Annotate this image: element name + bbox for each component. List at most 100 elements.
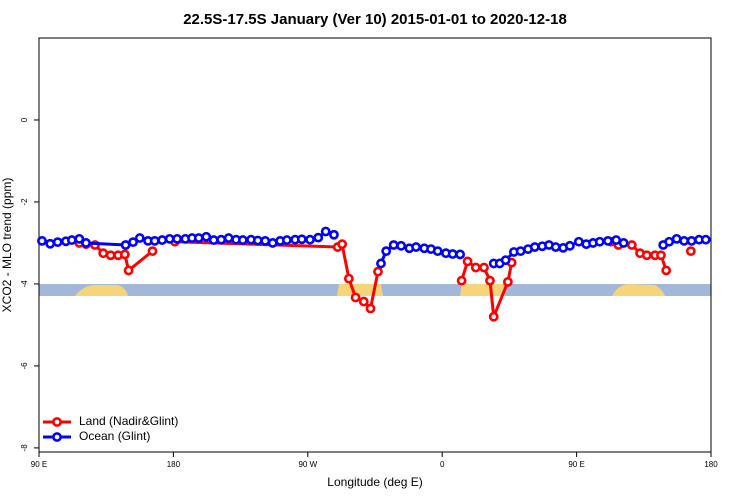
data-point: [252, 235, 263, 246]
data-point: [376, 258, 386, 269]
data-point: [679, 236, 690, 246]
data-point: [381, 246, 392, 257]
data-point: [119, 249, 130, 260]
data-point: [98, 248, 109, 259]
data-point: [193, 233, 204, 243]
data-point: [618, 238, 629, 248]
data-point: [603, 236, 613, 246]
data-point: [320, 226, 331, 237]
legend-marker: [52, 417, 62, 427]
data-point: [305, 234, 315, 245]
data-point: [626, 240, 637, 250]
data-point: [470, 262, 481, 273]
data-point: [573, 236, 584, 247]
data-point: [120, 240, 131, 250]
chart-title: 22.5S-17.5S January (Ver 10) 2015-01-01 …: [183, 11, 567, 28]
x-tick-label: 180: [167, 460, 181, 469]
data-point: [432, 246, 443, 257]
data-point: [500, 255, 511, 266]
data-point: [313, 232, 324, 243]
data-point: [456, 275, 467, 286]
plot-frame: [38, 37, 712, 453]
y-tick-label: -4: [20, 280, 29, 288]
x-tick-label: 90 E: [31, 460, 47, 469]
data-point: [66, 235, 77, 245]
land-patch: [337, 284, 383, 296]
x-tick-label: 90 W: [298, 460, 317, 469]
data-point: [37, 236, 47, 246]
data-point: [329, 229, 339, 240]
data-point: [641, 250, 652, 261]
data-point: [223, 233, 234, 243]
data-point: [664, 236, 675, 247]
land-patch: [612, 284, 665, 296]
data-point: [656, 250, 666, 261]
data-point: [373, 266, 383, 277]
data-point: [485, 275, 495, 286]
data-point: [455, 249, 466, 260]
data-point: [281, 235, 292, 245]
data-point: [267, 238, 278, 248]
data-point: [164, 233, 175, 244]
data-point: [74, 233, 85, 244]
legend-label: Land (Nadir&Glint): [79, 414, 178, 428]
data-point: [611, 235, 622, 245]
data-point: [128, 237, 138, 248]
data-point: [462, 256, 473, 267]
data-point: [105, 250, 116, 261]
data-point: [550, 242, 561, 252]
data-point: [237, 235, 248, 245]
y-axis-label: XCO2 - MLO trend (ppm): [0, 178, 14, 313]
data-point: [81, 238, 91, 248]
y-tick-label: -8: [20, 444, 29, 452]
data-point: [172, 233, 183, 244]
data-point: [564, 240, 575, 251]
legend-label: Ocean (Glint): [79, 429, 150, 443]
data-point: [52, 237, 63, 248]
data-point: [594, 236, 605, 247]
data-point: [358, 296, 369, 307]
x-tick-label: 180: [704, 460, 718, 469]
data-point: [343, 273, 354, 284]
data-point: [685, 246, 696, 257]
data-point: [388, 240, 399, 250]
data-point: [411, 242, 421, 252]
map-strip: [39, 284, 711, 296]
data-point: [134, 233, 145, 243]
data-point: [260, 236, 271, 246]
y-tick-label: -6: [20, 362, 29, 370]
data-point: [123, 265, 134, 276]
data-point: [157, 235, 168, 245]
data-point: [45, 238, 56, 249]
x-axis-label: Longitude (deg E): [327, 475, 422, 489]
data-point: [396, 240, 407, 251]
data-point: [208, 235, 219, 245]
y-tick-label: -2: [20, 198, 29, 206]
data-point: [447, 249, 458, 259]
data-point: [515, 246, 526, 257]
data-point: [700, 234, 711, 245]
data-point: [488, 311, 499, 322]
data-point: [149, 236, 160, 246]
data-point: [296, 234, 307, 245]
land-patch: [460, 284, 505, 296]
data-point: [661, 265, 672, 276]
x-tick-label: 90 E: [568, 460, 584, 469]
data-point: [503, 276, 513, 287]
data-point: [479, 262, 489, 273]
y-tick-label: 0: [20, 117, 29, 122]
data-point: [147, 246, 158, 257]
legend-marker: [52, 432, 62, 442]
data-point: [216, 234, 227, 245]
land-patch: [75, 284, 128, 296]
data-point: [529, 242, 540, 252]
data-point: [686, 236, 697, 246]
x-tick-label: 0: [440, 460, 445, 469]
data-point: [337, 239, 348, 250]
data-point: [350, 292, 361, 303]
data-point: [365, 303, 376, 314]
data-point: [201, 231, 212, 242]
data-point: [671, 233, 682, 244]
